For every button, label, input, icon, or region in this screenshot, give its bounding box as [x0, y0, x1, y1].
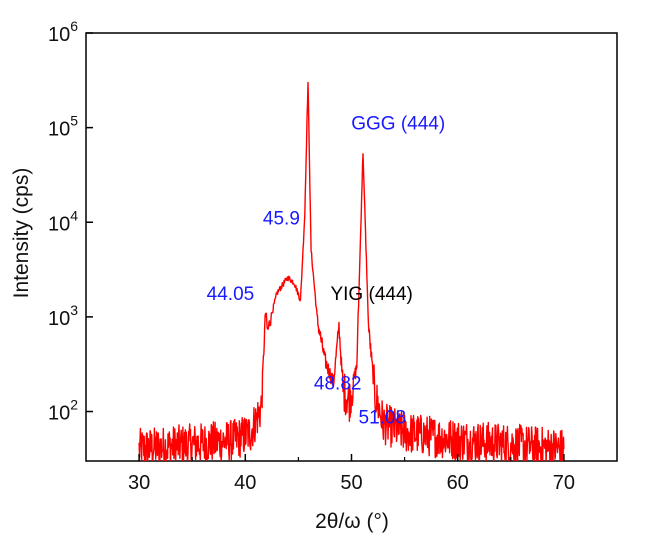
peak-annotation: 48.82 — [314, 374, 362, 395]
x-tick-label: 70 — [553, 472, 575, 494]
peak-annotation: YIG (444) — [330, 284, 412, 305]
y-tick-label: 104 — [48, 207, 78, 235]
y-tick-label: 102 — [48, 397, 78, 425]
peak-annotation: 45.9 — [263, 208, 300, 229]
x-tick-label: 50 — [340, 472, 362, 494]
x-axis-title: 2θ/ω (°) — [315, 510, 389, 533]
y-axis-title: Intensity (cps) — [10, 168, 33, 299]
series-line — [138, 81, 565, 461]
peak-annotation: 51.08 — [359, 407, 407, 428]
y-tick-label: 105 — [48, 113, 78, 141]
y-tick-label: 103 — [48, 302, 78, 330]
x-tick-label: 30 — [128, 472, 150, 494]
y-tick-label: 106 — [48, 18, 78, 46]
x-tick-label: 40 — [234, 472, 256, 494]
peak-annotation: 44.05 — [207, 284, 255, 305]
x-tick-label: 60 — [447, 472, 469, 494]
peak-annotation: GGG (444) — [351, 114, 445, 135]
